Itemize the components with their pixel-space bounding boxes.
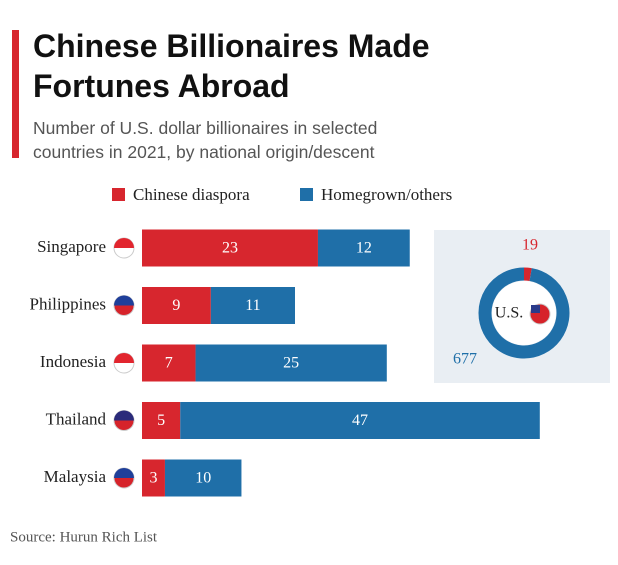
source: Source: Hurun Rich List xyxy=(10,529,158,545)
category-label: Philippines xyxy=(29,294,106,313)
chart-title: Chinese Billionaires Made Fortunes Abroa… xyxy=(33,28,430,104)
bar-segment xyxy=(164,459,242,497)
bar-segment xyxy=(142,402,181,439)
flag-icon xyxy=(114,295,134,306)
bar-segment xyxy=(210,287,295,324)
value-label: 7 xyxy=(165,355,173,372)
donut-segment xyxy=(478,267,570,359)
bar-segment xyxy=(142,344,196,382)
bar-segment xyxy=(195,344,387,382)
accent-bar xyxy=(12,30,19,158)
value-label: 47 xyxy=(352,412,368,429)
legend-label: Homegrown/others xyxy=(321,185,452,204)
bar-segment xyxy=(142,229,318,267)
category-label: Indonesia xyxy=(40,352,107,371)
legend-swatch xyxy=(300,188,313,201)
donut-segment xyxy=(523,267,532,281)
flag-icon xyxy=(114,468,134,478)
value-label: 5 xyxy=(157,412,165,429)
legend-swatch xyxy=(112,188,125,201)
value-label: 25 xyxy=(283,355,299,372)
flag-icon xyxy=(114,410,134,421)
flag-icon xyxy=(531,305,540,313)
donut-center xyxy=(492,281,556,345)
bar-segment xyxy=(180,402,540,439)
flag-icon xyxy=(114,238,134,248)
value-label: 677 xyxy=(453,351,477,368)
chart-subtitle: Number of U.S. dollar billionaires in se… xyxy=(33,118,378,162)
flag-icon xyxy=(114,353,134,363)
value-label: 9 xyxy=(172,297,180,314)
value-label: 23 xyxy=(222,240,238,257)
category-label: Thailand xyxy=(46,409,107,428)
value-label: 3 xyxy=(149,470,157,487)
category-label: Malaysia xyxy=(44,467,107,486)
bar-segment xyxy=(317,229,410,267)
legend-label: Chinese diaspora xyxy=(133,185,250,204)
category-label: Singapore xyxy=(37,237,106,256)
value-label: 11 xyxy=(245,297,260,314)
value-label: 12 xyxy=(356,240,372,257)
value-label: 19 xyxy=(522,237,538,254)
bar-segment xyxy=(142,459,165,497)
bar-segment xyxy=(142,287,211,324)
donut-label: U.S. xyxy=(495,305,523,322)
value-label: 10 xyxy=(195,470,211,487)
